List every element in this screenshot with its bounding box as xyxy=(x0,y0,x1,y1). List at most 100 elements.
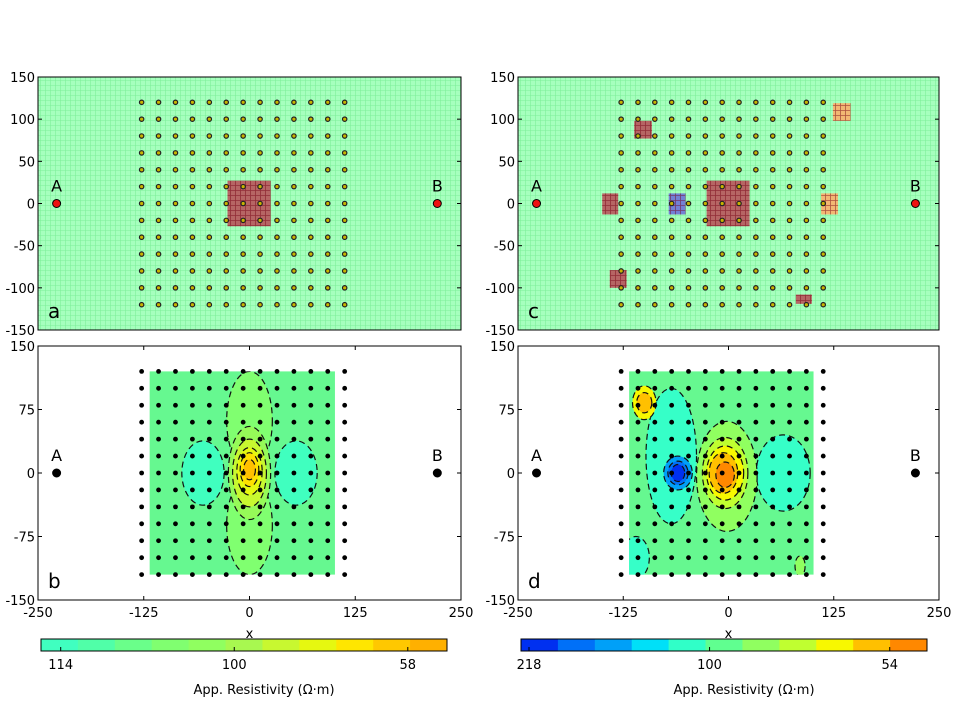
colorbar-segment xyxy=(299,639,337,651)
receiver-point xyxy=(803,133,810,139)
receiver-point xyxy=(635,436,641,442)
receiver-point xyxy=(820,487,826,493)
receiver-point xyxy=(702,487,708,493)
receiver-point xyxy=(240,555,246,561)
receiver-point xyxy=(341,200,348,207)
receiver-point xyxy=(189,504,195,510)
receiver-point xyxy=(668,200,675,207)
receiver-point xyxy=(240,385,246,391)
y-tick-label: -75 xyxy=(14,531,35,546)
receiver-point xyxy=(155,150,162,156)
receiver-point xyxy=(786,99,793,106)
receiver-point xyxy=(770,487,776,493)
receiver-point xyxy=(274,453,280,459)
receiver-point xyxy=(736,268,742,274)
receiver-point xyxy=(342,538,348,544)
receiver-point xyxy=(652,504,658,510)
receiver-point xyxy=(291,385,297,391)
receiver-point xyxy=(257,521,263,527)
receiver-point xyxy=(820,538,826,544)
receiver-point xyxy=(753,268,759,274)
receiver-point xyxy=(753,402,759,408)
receiver-point xyxy=(803,369,809,374)
receiver-point xyxy=(189,268,196,274)
receiver-point xyxy=(138,268,145,274)
receiver-point xyxy=(618,453,624,459)
receiver-point xyxy=(240,285,246,291)
receiver-point xyxy=(769,301,776,308)
receiver-point xyxy=(686,385,691,391)
receiver-point xyxy=(139,419,145,425)
receiver-point xyxy=(736,200,742,207)
receiver-point xyxy=(736,234,742,241)
receiver-point xyxy=(139,521,145,527)
contour-level xyxy=(629,535,650,575)
receiver-point xyxy=(156,555,161,561)
receiver-point xyxy=(223,217,230,224)
receiver-point xyxy=(820,99,827,106)
receiver-point xyxy=(685,99,692,106)
receiver-point xyxy=(206,99,213,106)
receiver-point xyxy=(719,470,725,476)
receiver-point xyxy=(652,116,658,122)
y-tick-label: 50 xyxy=(18,155,35,170)
y-tick-label: 75 xyxy=(498,404,515,419)
receiver-point xyxy=(172,150,179,156)
receiver-point xyxy=(308,99,314,106)
receiver-point xyxy=(173,436,178,442)
receiver-point xyxy=(719,133,725,139)
electrode-A xyxy=(52,199,62,208)
receiver-point xyxy=(206,402,212,408)
receiver-point xyxy=(786,116,793,122)
receiver-point xyxy=(753,555,759,561)
receiver-point xyxy=(291,116,297,122)
receiver-point xyxy=(820,183,827,190)
receiver-point xyxy=(618,133,624,139)
receiver-point xyxy=(206,183,213,190)
receiver-point xyxy=(820,166,827,173)
receiver-point xyxy=(156,369,161,374)
receiver-point xyxy=(618,385,624,391)
receiver-point xyxy=(308,251,314,257)
receiver-point xyxy=(341,301,348,308)
colorbar-segment xyxy=(114,639,153,651)
panel-letter: a xyxy=(48,299,60,323)
receiver-point xyxy=(769,166,776,173)
receiver-point xyxy=(787,419,792,425)
contour-level xyxy=(181,440,225,506)
y-tick-label: -75 xyxy=(494,531,515,546)
receiver-point xyxy=(652,217,658,224)
receiver-point xyxy=(138,285,145,291)
receiver-point xyxy=(223,234,230,241)
receiver-point xyxy=(308,385,314,391)
receiver-point xyxy=(291,470,297,476)
receiver-point xyxy=(189,436,195,442)
receiver-point xyxy=(702,504,708,510)
receiver-point xyxy=(308,419,314,425)
receiver-point xyxy=(223,369,229,374)
receiver-point xyxy=(291,150,297,156)
receiver-point xyxy=(155,268,162,274)
colorbar-segment xyxy=(188,639,227,651)
colorbar-frame xyxy=(40,638,448,652)
electrode-B xyxy=(432,468,442,478)
receiver-point xyxy=(686,538,691,544)
y-tick-label: 150 xyxy=(10,340,35,355)
receiver-point xyxy=(787,369,792,374)
receiver-point xyxy=(206,200,213,207)
receiver-point xyxy=(635,572,641,577)
receiver-point xyxy=(769,99,776,106)
receiver-point xyxy=(669,555,675,561)
receiver-point xyxy=(753,166,759,173)
receiver-point xyxy=(803,538,809,544)
receiver-point xyxy=(736,402,742,408)
receiver-point xyxy=(719,402,725,408)
receiver-point xyxy=(618,200,624,207)
x-axis-label: x xyxy=(246,627,254,642)
receiver-point xyxy=(652,150,658,156)
receiver-point xyxy=(668,99,675,106)
receiver-point xyxy=(652,572,658,577)
receiver-point xyxy=(669,487,675,493)
receiver-point xyxy=(803,268,810,274)
receiver-point xyxy=(652,436,658,442)
